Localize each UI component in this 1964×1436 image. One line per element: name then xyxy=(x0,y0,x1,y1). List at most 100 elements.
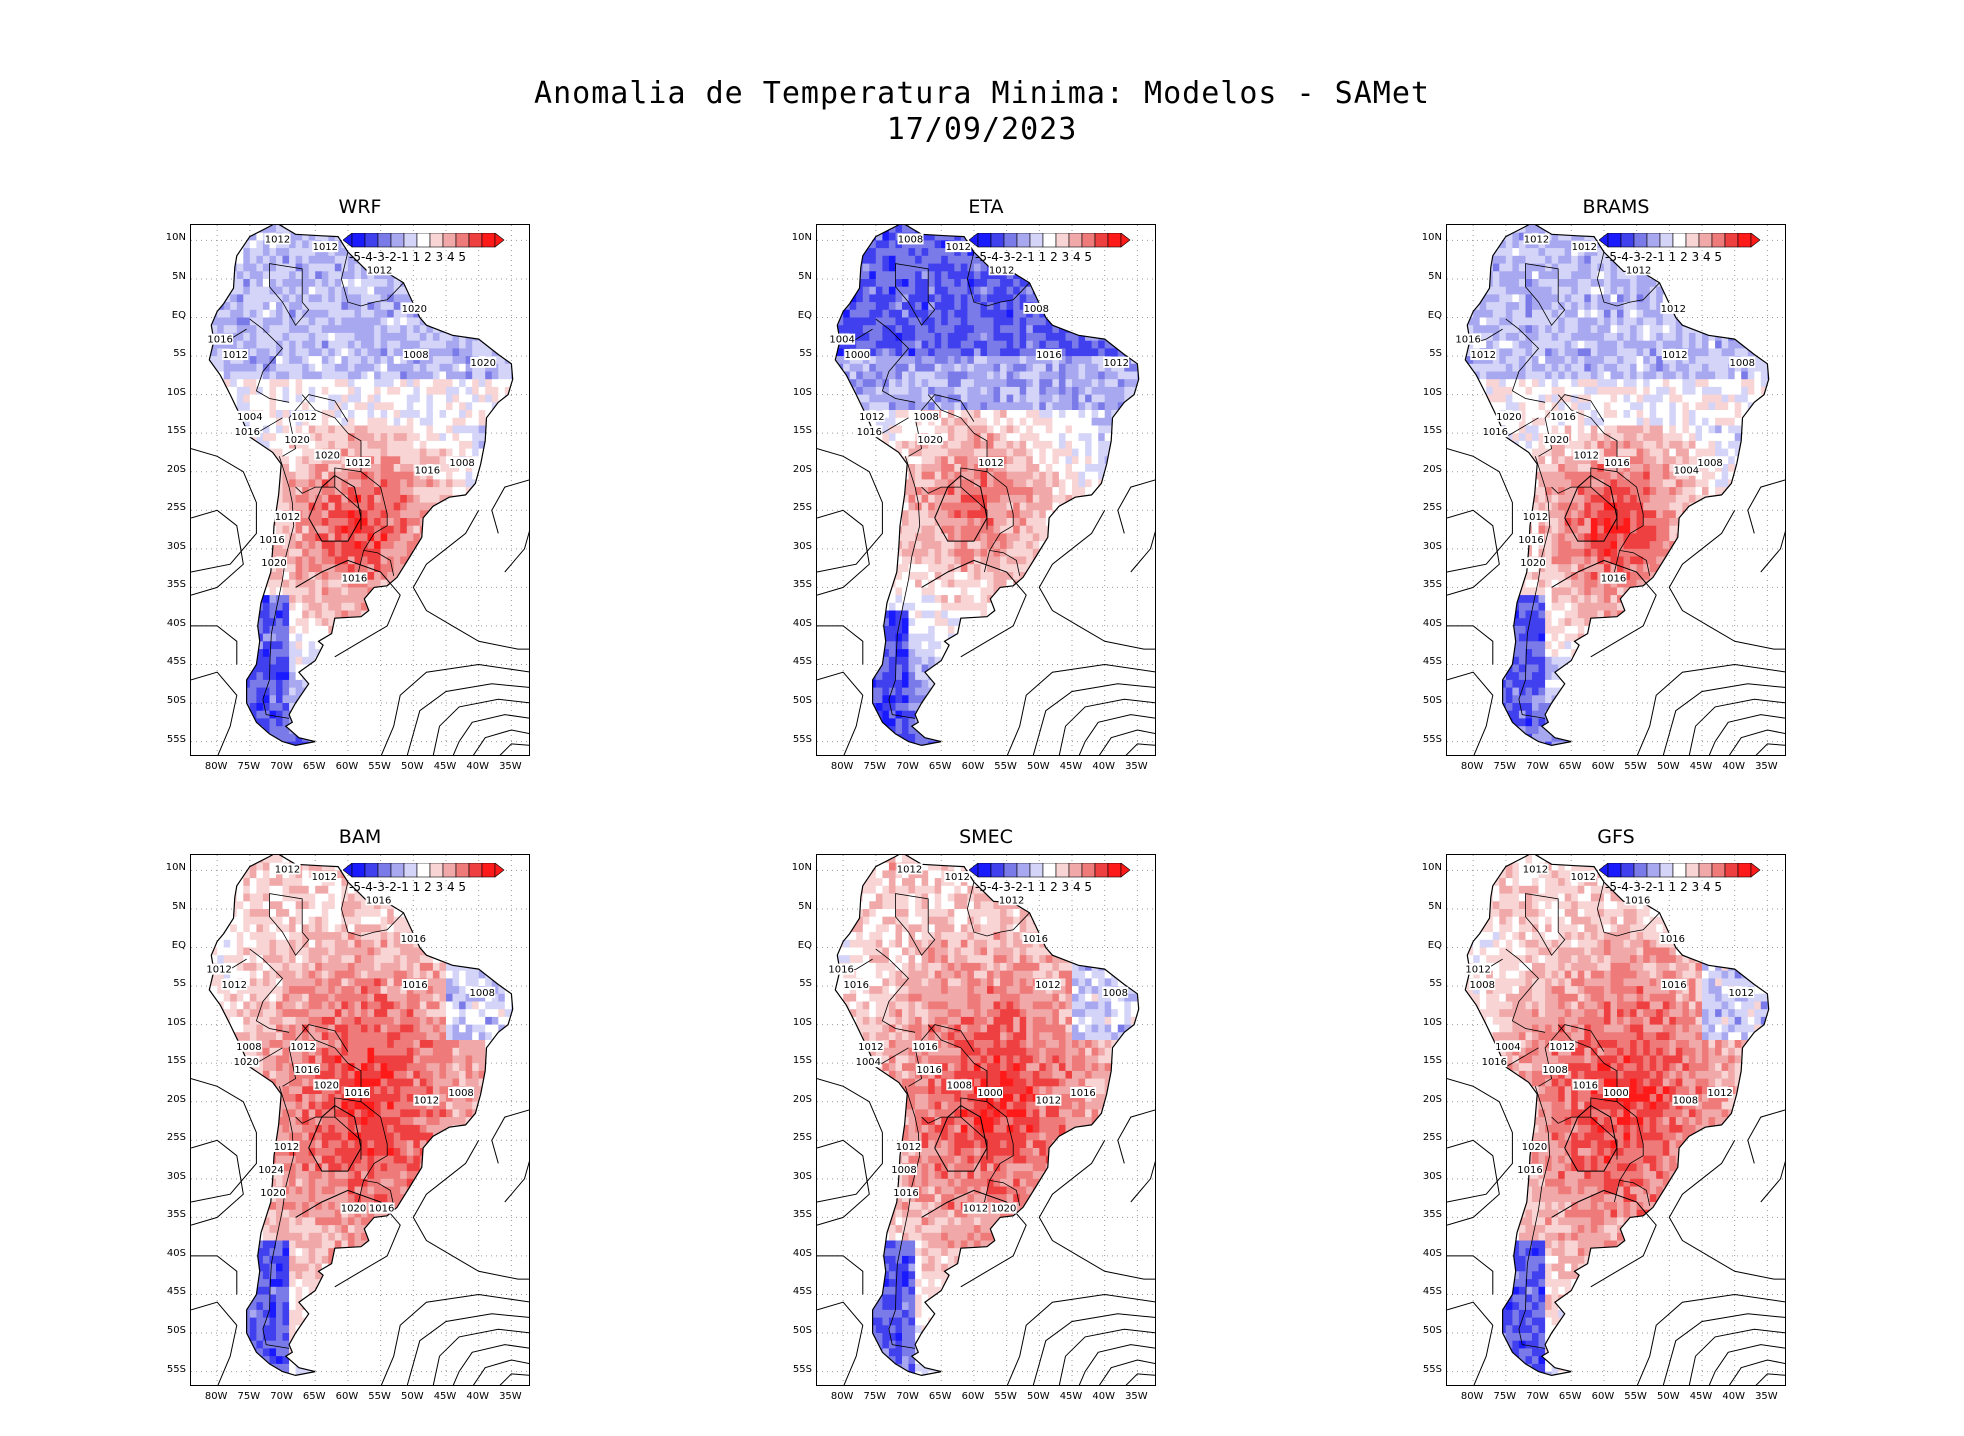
lon-tick-label: 35W xyxy=(1751,761,1781,772)
lon-tick-label: 70W xyxy=(267,761,297,772)
lon-tick-label: 35W xyxy=(1121,761,1151,772)
lat-tick-label: 55S xyxy=(156,1364,186,1375)
lat-tick-label: 25S xyxy=(156,502,186,513)
isobar-label: 1016 xyxy=(366,895,391,906)
isobar-label-bg xyxy=(1604,457,1630,469)
lat-tick-label: 20S xyxy=(1412,464,1442,475)
isobar-label: 1008 xyxy=(448,1088,473,1099)
lat-tick-label: 50S xyxy=(156,695,186,706)
isobar-label-bg xyxy=(829,333,856,345)
isobar-label: 1016 xyxy=(1601,574,1626,585)
panel-eta: ETA 1008 1012 1012 1008 1004 1000 1016 1012 1012 1… xyxy=(792,196,1156,806)
colorbar-swatch xyxy=(429,863,444,878)
lon-tick-label: 40W xyxy=(463,1391,493,1402)
colorbar-swatch xyxy=(1029,233,1044,248)
map-canvas: 1012 1012 1012 1012 1016 1012 1012 1008 1020 1016… xyxy=(1447,225,1785,755)
colorbar-swatch xyxy=(364,863,379,878)
isobar-line xyxy=(1038,510,1155,650)
country-border xyxy=(358,1179,395,1206)
isobar-label-bg xyxy=(260,1187,286,1199)
isobar-label-bg xyxy=(1470,349,1497,361)
isobar-label: 1016 xyxy=(1517,1165,1542,1176)
isobar-label-bg xyxy=(977,1087,1003,1099)
isobar-line xyxy=(921,559,1027,658)
isobar-label: 1012 xyxy=(978,458,1003,469)
colorbar-arrow-left xyxy=(969,863,979,878)
country-border xyxy=(340,881,404,937)
isobar-label-bg xyxy=(1522,510,1549,522)
map-canvas: 1012 1012 1016 1016 1012 1012 1016 1008 1008 1012… xyxy=(191,855,529,1385)
map-frame: 1012 1012 1012 1012 1016 1012 1012 1008 1020 1016… xyxy=(1446,224,1786,756)
isobar-line xyxy=(308,474,362,542)
colorbar-swatch xyxy=(1633,233,1648,248)
lon-tick-label: 60W xyxy=(332,1391,362,1402)
isobar-label: 1016 xyxy=(916,1065,941,1076)
lat-tick-label: 45S xyxy=(156,656,186,667)
country-border xyxy=(1590,1116,1618,1160)
isobar-label-bg xyxy=(962,1202,989,1214)
lat-tick-label: 5S xyxy=(1412,348,1442,359)
colorbar-swatch xyxy=(1016,233,1031,248)
isobar-label-bg xyxy=(1022,932,1049,944)
lat-tick-label: 5N xyxy=(782,901,812,912)
coastline xyxy=(1464,855,1770,1377)
isobar-label-bg xyxy=(858,410,885,422)
isobar-label: 1012 xyxy=(897,864,922,875)
lat-tick-label: 15S xyxy=(782,1055,812,1066)
colorbar-swatch xyxy=(455,863,470,878)
isobar-line xyxy=(499,1373,529,1385)
colorbar-swatch xyxy=(429,233,444,248)
isobar-line xyxy=(472,1359,529,1385)
colorbar-swatch xyxy=(1698,233,1713,248)
isobar-line xyxy=(1688,698,1785,755)
country-border xyxy=(249,948,290,1033)
isobar-line xyxy=(1447,1301,1494,1385)
country-border xyxy=(1590,486,1618,530)
isobar-label-bg xyxy=(413,1094,440,1106)
isobar-line xyxy=(1728,729,1785,755)
isobar-line xyxy=(1708,1344,1785,1385)
lat-tick-label: 5S xyxy=(782,348,812,359)
lon-tick-label: 55W xyxy=(1621,1391,1651,1402)
isobar-label-bg xyxy=(414,464,441,476)
isobar-line xyxy=(1006,1293,1155,1385)
isobar-label-bg xyxy=(1660,979,1687,991)
colorbar-swatch xyxy=(977,233,992,248)
isobar-label: 1004 xyxy=(856,1057,881,1068)
country-border xyxy=(1505,417,1539,438)
isobar-label-bg xyxy=(855,1056,882,1068)
isobar-label: 1016 xyxy=(912,1042,937,1053)
colorbar-swatch xyxy=(1107,863,1122,878)
lon-tick-label: 75W xyxy=(1490,761,1520,772)
isobar-line xyxy=(1662,1313,1785,1385)
country-border xyxy=(249,318,290,403)
country-border xyxy=(984,1179,1021,1206)
colorbar-swatch xyxy=(1672,233,1687,248)
isobar-label: 1012 xyxy=(275,864,300,875)
isobar-line xyxy=(817,509,870,596)
map-frame: 1008 1012 1012 1008 1004 1000 1016 1012 1012 1008… xyxy=(816,224,1156,756)
lon-tick-label: 45W xyxy=(430,1391,460,1402)
isobar-line xyxy=(1117,1109,1155,1164)
lat-tick-label: 5S xyxy=(156,978,186,989)
isobar-label-bg xyxy=(978,457,1004,469)
isobar-line xyxy=(380,1293,529,1385)
colorbar-arrow-left xyxy=(1599,233,1609,248)
isobar-line xyxy=(1058,698,1155,755)
isobar-line xyxy=(191,1255,238,1295)
lon-tick-label: 75W xyxy=(860,1391,890,1402)
isobar-label: 1012 xyxy=(963,1204,988,1215)
lat-tick-label: 40S xyxy=(156,618,186,629)
colorbar-swatch xyxy=(1659,233,1674,248)
isobar-label-bg xyxy=(896,863,923,875)
isobar-line xyxy=(1098,1359,1155,1385)
lat-tick-label: 10S xyxy=(1412,387,1442,398)
lon-tick-label: 55W xyxy=(365,761,395,772)
isobar-label: 1012 xyxy=(1661,304,1686,315)
isobar-label-bg xyxy=(313,1079,340,1091)
colorbar xyxy=(1599,233,1761,248)
lat-tick-label: 10S xyxy=(156,1017,186,1028)
isobar-line xyxy=(432,698,529,755)
panel-title: GFS xyxy=(1446,826,1786,848)
isobar-label: 1012 xyxy=(1549,1042,1574,1053)
